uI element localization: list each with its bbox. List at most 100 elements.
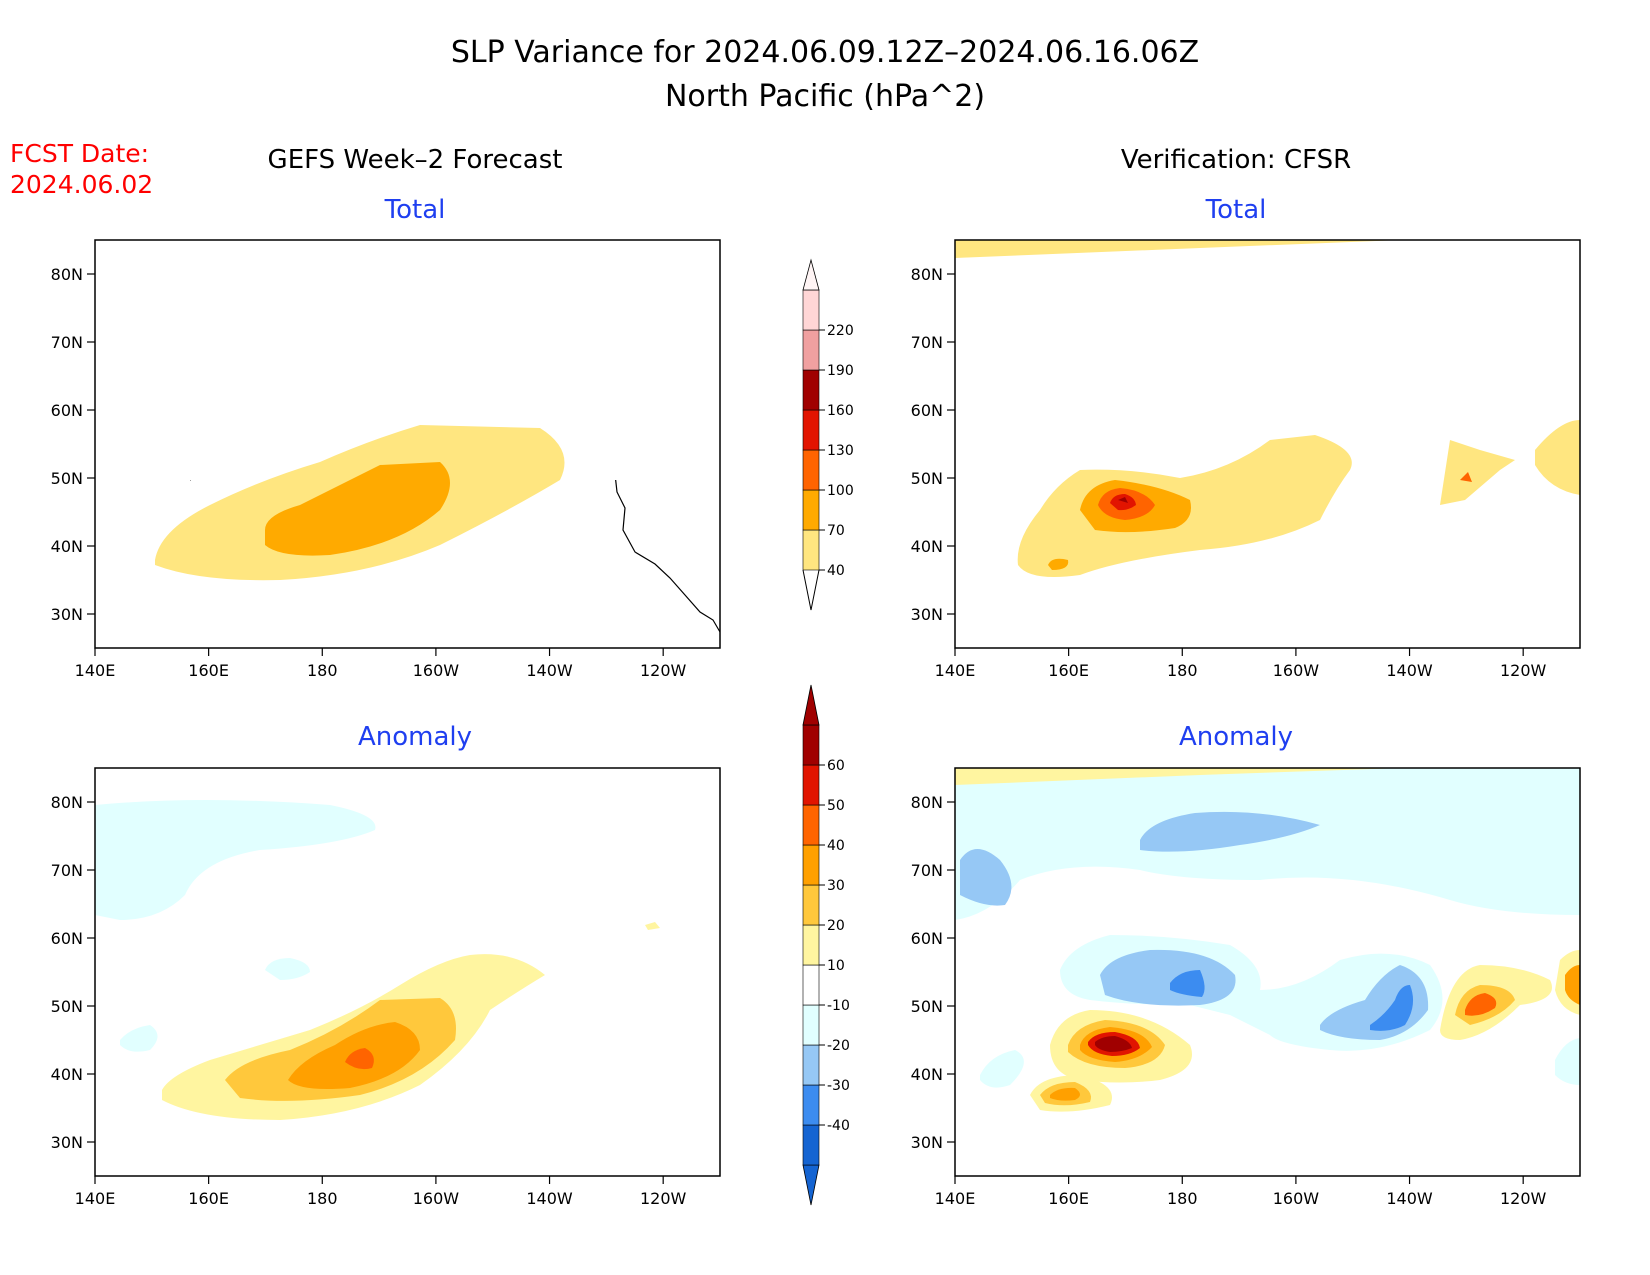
lat-tick-label: 60N: [911, 929, 943, 948]
colorbar-swatch: [802, 1124, 820, 1166]
colorbar-label: 70: [827, 523, 845, 539]
lat-axis: 80N 70N 60N 50N 40N 30N: [911, 793, 955, 1152]
lat-tick-label: 30N: [51, 1133, 83, 1152]
lon-axis: 140E 160E 180 160W 140W 120W: [75, 648, 687, 680]
lon-tick-label: 140W: [1386, 661, 1433, 680]
lat-tick-label: 40N: [911, 537, 943, 556]
colorbar-swatch: [802, 844, 820, 886]
lon-tick-label: 140W: [526, 1189, 573, 1208]
lon-tick-label: 120W: [640, 1189, 687, 1208]
colorbar-tail: [802, 569, 820, 611]
lon-tick-label: 180: [1167, 661, 1198, 680]
contour-fills: [955, 768, 1580, 1112]
map-panel-verification-anomaly: 80N 70N 60N 50N 40N 30N 140E 160E 180 160W 140W 12…: [911, 767, 1581, 1208]
panel-title-fcst-total: Total: [384, 195, 446, 225]
lat-axis: 80N 70N 60N 50N 40N 30N: [51, 265, 95, 624]
panel-title-fcst-anomaly: Anomaly: [358, 722, 472, 752]
panel-title-ver-anomaly: Anomaly: [1179, 722, 1293, 752]
colorbar-label: 60: [827, 758, 845, 774]
lon-tick-label: 140E: [935, 661, 976, 680]
colorbar-swatch: [802, 1004, 820, 1046]
lon-tick-label: 160W: [1273, 661, 1320, 680]
lat-tick-label: 50N: [51, 997, 83, 1016]
colorbar-swatch: [802, 1044, 820, 1086]
lat-tick-label: 40N: [911, 1065, 943, 1084]
colorbar-swatch: [802, 449, 820, 491]
contour-fills: [95, 800, 660, 1120]
map-frame: [954, 239, 1581, 649]
colorbar-label: 40: [827, 838, 845, 854]
lon-tick-label: 140E: [935, 1189, 976, 1208]
column-title-forecast: GEFS Week–2 Forecast: [268, 145, 563, 175]
map-frame: [94, 239, 721, 649]
lon-tick-label: 160E: [1048, 661, 1089, 680]
lat-tick-label: 80N: [911, 265, 943, 284]
lon-axis: 140E 160E 180 160W 140W 120W: [75, 1176, 687, 1208]
lat-tick-label: 80N: [51, 793, 83, 812]
lon-tick-label: 140W: [1386, 1189, 1433, 1208]
lat-tick-label: 40N: [51, 537, 83, 556]
lat-tick-label: 50N: [911, 997, 943, 1016]
colorbar-label: 160: [827, 403, 854, 419]
colorbar-swatch: [802, 289, 820, 331]
lat-tick-label: 50N: [911, 469, 943, 488]
colorbar-swatch: [802, 884, 820, 926]
colorbar-swatch: [802, 924, 820, 966]
map-panel-verification-total: 80N 70N 60N 50N 40N 30N 140E 160E 180 160W 140W 12…: [911, 239, 1581, 680]
colorbar-label: -10: [827, 998, 850, 1014]
figure-title-line1: SLP Variance for 2024.06.09.12Z–2024.06.…: [451, 35, 1199, 70]
colorbar-total: 40 70 100 130 160 190 220: [802, 258, 854, 611]
lat-tick-label: 30N: [911, 1133, 943, 1152]
colorbar-swatch: [802, 409, 820, 451]
colorbar-label: 30: [827, 878, 845, 894]
colorbar-top-triangle: [802, 258, 820, 291]
lon-tick-label: 160E: [188, 661, 229, 680]
lat-axis: 80N 70N 60N 50N 40N 30N: [51, 793, 95, 1152]
colorbar-swatch: [802, 369, 820, 411]
panel-title-ver-total: Total: [1205, 195, 1267, 225]
colorbar-swatch: [802, 489, 820, 531]
colorbar-swatch: [802, 764, 820, 806]
lon-tick-label: 140W: [526, 661, 573, 680]
lon-tick-label: 120W: [1500, 661, 1547, 680]
lat-axis: 80N 70N 60N 50N 40N 30N: [911, 265, 955, 624]
lat-tick-label: 70N: [51, 861, 83, 880]
map-panel-forecast-anomaly: 80N 70N 60N 50N 40N 30N 140E 160E 180 160W 140W 12…: [51, 767, 721, 1208]
colorbar-bottom-triangle: [802, 1164, 820, 1206]
colorbar-label: 20: [827, 918, 845, 934]
colorbar-label: 10: [827, 958, 845, 974]
lat-tick-label: 70N: [911, 333, 943, 352]
lon-tick-label: 180: [307, 1189, 338, 1208]
map-frame: [954, 767, 1581, 1177]
lon-tick-label: 160W: [413, 661, 460, 680]
lat-tick-label: 60N: [911, 401, 943, 420]
lon-tick-label: 180: [1167, 1189, 1198, 1208]
colorbar-label: 50: [827, 798, 845, 814]
lat-tick-label: 80N: [911, 793, 943, 812]
lat-tick-label: 80N: [51, 265, 83, 284]
contour-fills: [155, 425, 565, 581]
column-title-verification: Verification: CFSR: [1121, 145, 1351, 175]
figure-title-line2: North Pacific (hPa^2): [665, 79, 985, 114]
map-panel-forecast-total: 80N 70N 60N 50N 40N 30N 140E 160E 180 160W 140W 12…: [51, 239, 721, 680]
colorbar-label: 40: [827, 563, 845, 579]
lat-tick-label: 60N: [51, 929, 83, 948]
lat-tick-label: 40N: [51, 1065, 83, 1084]
colorbar-label: 220: [827, 323, 854, 339]
colorbar-swatch: [802, 329, 820, 371]
lon-tick-label: 160E: [1048, 1189, 1089, 1208]
lon-tick-label: 140E: [75, 661, 116, 680]
lon-tick-label: 140E: [75, 1189, 116, 1208]
colorbar-label: -40: [827, 1118, 850, 1134]
colorbar-swatch: [802, 804, 820, 846]
lat-tick-label: 50N: [51, 469, 83, 488]
fcst-date-label: FCST Date:: [10, 139, 149, 168]
colorbar-label: 100: [827, 483, 854, 499]
colorbar-label: -20: [827, 1038, 850, 1054]
lat-tick-label: 30N: [911, 605, 943, 624]
lon-tick-label: 120W: [1500, 1189, 1547, 1208]
colorbar-swatch: [802, 1084, 820, 1126]
lon-axis: 140E 160E 180 160W 140W 120W: [935, 648, 1547, 680]
colorbar-label: 190: [827, 363, 854, 379]
